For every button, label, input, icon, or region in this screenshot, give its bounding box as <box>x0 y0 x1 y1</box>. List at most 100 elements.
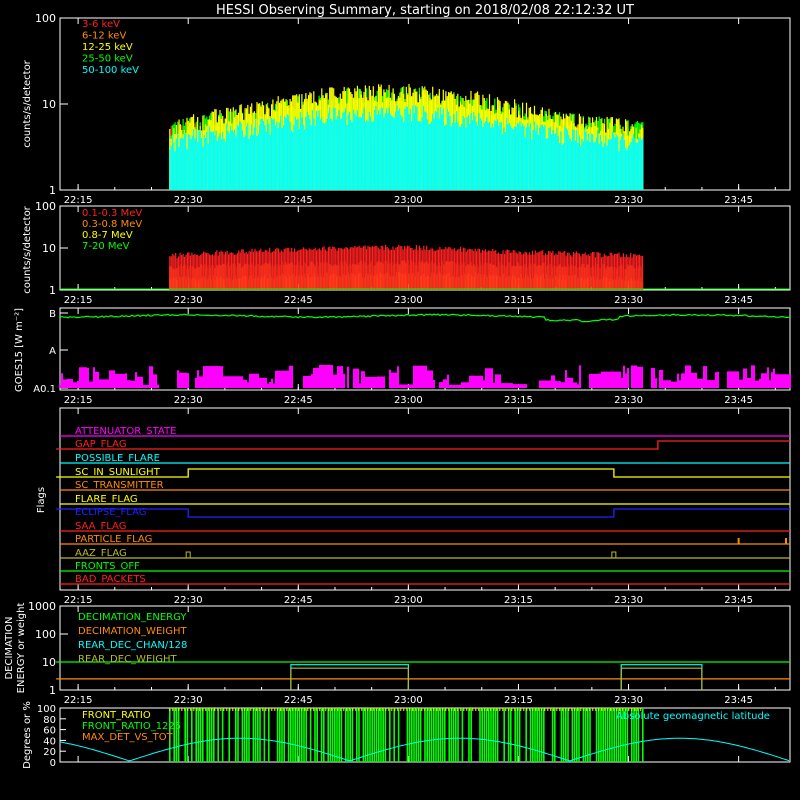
decimation-frame <box>59 605 791 691</box>
lo-energy-x-tick-label: 23:30 <box>614 195 643 206</box>
ratios-legend-2: MAX_DET_VS_TOT <box>82 732 174 743</box>
hi-energy-y-tick-label: 10 <box>42 242 56 255</box>
hi-energy-x-tick-label: 22:15 <box>64 295 93 306</box>
geomagnetic-latitude-line <box>59 737 790 762</box>
goes-y-tick-label: A0.1 <box>33 384 56 395</box>
flags-x-tick-label: 23:45 <box>724 595 753 606</box>
lo-energy-legend-1: 6-12 keV <box>82 31 126 42</box>
decimation-legend-2: REAR_DEC_CHAN/128 <box>78 640 187 651</box>
lo-energy-y-tick-label: 10 <box>42 98 56 111</box>
ratios-y-tick-label: 80 <box>43 715 56 726</box>
goes-y-tick-label: A <box>49 346 56 357</box>
flag-bad-packets-label: BAD_PACKETS <box>75 574 146 585</box>
hi-energy-x-tick-label: 23:00 <box>394 295 423 306</box>
lo-energy-x-tick-label: 23:45 <box>724 195 753 206</box>
lo-energy-x-tick-label: 22:45 <box>284 195 313 206</box>
ratios-y-tick-label: 100 <box>37 704 56 715</box>
decimation-legend-3: REAR_DEC_WEIGHT <box>78 654 177 665</box>
ratios-annotation: Absolute geomagnetic latitude <box>616 711 770 722</box>
goes-x-tick-label: 22:45 <box>284 395 313 406</box>
goes-x-tick-label: 23:00 <box>394 395 423 406</box>
flag-aaz-flag-label: AAZ_FLAG <box>75 548 127 559</box>
decimation-ylabel-1: DECIMATION <box>4 616 15 679</box>
decimation-y-tick-label: 10 <box>42 656 56 669</box>
lo-energy-ylabel: counts/s/detector <box>22 59 33 147</box>
ratios-legend-0: FRONT_RATIO <box>82 710 151 721</box>
lo-energy-legend-3: 25-50 keV <box>82 54 133 65</box>
goes-long-channel <box>59 313 791 323</box>
flag-eclipse-flag-line <box>56 508 790 518</box>
goes-y-tick-label: B <box>49 309 56 320</box>
lo-energy-x-tick-label: 22:15 <box>64 195 93 206</box>
flags-x-tick-label: 23:00 <box>394 595 423 606</box>
hi-energy-ylabel: counts/s/detector <box>22 205 33 293</box>
front-ratio-1225-bars <box>169 708 644 762</box>
decimation-x-tick-label: 23:45 <box>724 695 753 706</box>
series-0.1-0.3-MeV <box>169 244 644 290</box>
flag-eclipse-flag-label: ECLIPSE_FLAG <box>75 507 146 518</box>
flag-sc-in-sunlight-label: SC_IN_SUNLIGHT <box>75 467 161 478</box>
flag-attenuator-state-label: ATTENUATOR_STATE <box>75 426 176 437</box>
flags-x-tick-label: 22:45 <box>284 595 313 606</box>
hi-energy-x-tick-label: 23:30 <box>614 295 643 306</box>
hi-energy-legend-0: 0.1-0.3 MeV <box>82 208 142 219</box>
goes-x-tick-label: 22:15 <box>64 395 93 406</box>
hi-energy-legend-3: 7-20 MeV <box>82 241 130 252</box>
flag-fronts-off-label: FRONTS_OFF <box>75 561 140 572</box>
flag-possible-flare-label: POSSIBLE_FLARE <box>75 453 160 464</box>
hi-energy-x-tick-label: 22:30 <box>174 295 203 306</box>
lo-energy-legend-4: 50-100 keV <box>82 65 139 76</box>
lo-energy-x-tick-label: 23:15 <box>504 195 533 206</box>
flags-x-tick-label: 22:15 <box>64 595 93 606</box>
decimation-legend-0: DECIMATION_ENERGY <box>78 612 187 623</box>
ratios-ylabel: Degrees or % <box>22 701 33 769</box>
goes-x-tick-label: 23:30 <box>614 395 643 406</box>
flag-saa-flag-label: SAA_FLAG <box>75 521 126 532</box>
hi-energy-x-tick-label: 22:45 <box>284 295 313 306</box>
ratios-y-tick-label: 20 <box>43 747 56 758</box>
decimation-series-3 <box>290 667 703 690</box>
lo-energy-y-tick-label: 1 <box>49 184 56 197</box>
flag-gap-flag-line <box>56 440 790 450</box>
flag-sc-in-sunlight-line <box>56 468 790 478</box>
goes-ylabel: GOES15 [W m⁻²] <box>14 308 25 392</box>
ratios-legend-1: FRONT_RATIO_1225 <box>82 721 181 732</box>
hi-energy-legend-1: 0.3-0.8 MeV <box>82 219 142 230</box>
aaz-flag-blip <box>611 551 617 558</box>
hi-energy-x-tick-label: 23:45 <box>724 295 753 306</box>
aaz-flag-blip <box>185 551 191 558</box>
hi-energy-legend-2: 0.8-7 MeV <box>82 230 133 241</box>
flag-flare-flag-label: FLARE_FLAG <box>75 494 138 505</box>
hi-energy-y-tick-label: 100 <box>35 200 56 213</box>
flags-ylabel: Flags <box>36 487 47 513</box>
goes-short-channel <box>59 365 791 388</box>
flags-frame <box>59 407 791 591</box>
front-ratio-ticks <box>169 708 642 711</box>
decimation-x-tick-label: 22:15 <box>64 695 93 706</box>
decimation-y-tick-label: 1 <box>49 684 56 697</box>
decimation-y-tick-label: 100 <box>35 628 56 641</box>
ratios-y-tick-label: 0 <box>50 758 56 769</box>
decimation-ylabel-2: ENERGY or weight <box>16 603 27 694</box>
hi-energy-x-tick-label: 23:15 <box>504 295 533 306</box>
chart-title: HESSI Observing Summary, starting on 201… <box>216 3 634 18</box>
flags-x-tick-label: 22:30 <box>174 595 203 606</box>
series-50-100-keV <box>169 105 644 190</box>
lo-energy-y-tick-label: 100 <box>35 12 56 25</box>
goes-x-tick-label: 23:45 <box>724 395 753 406</box>
decimation-y-tick-label: 1000 <box>28 600 56 613</box>
lo-energy-x-tick-label: 23:00 <box>394 195 423 206</box>
ratios-y-tick-label: 40 <box>43 736 56 747</box>
flags-x-tick-label: 23:15 <box>504 595 533 606</box>
lo-energy-legend-2: 12-25 keV <box>82 42 133 53</box>
decimation-x-tick-label: 23:30 <box>614 695 643 706</box>
panels: 22:15 22:30 22:45 23:00 23:15 23:30 23:4511010… <box>4 12 791 769</box>
lo-energy-legend-0: 3-6 keV <box>82 19 120 30</box>
goes-frame <box>59 307 791 391</box>
ratios-y-tick-label: 60 <box>43 726 56 737</box>
flags-x-tick-label: 23:30 <box>614 595 643 606</box>
flag-particle-flag-label: PARTICLE_FLAG <box>75 534 152 545</box>
lo-energy-x-tick-label: 22:30 <box>174 195 203 206</box>
decimation-x-tick-label: 23:00 <box>394 695 423 706</box>
